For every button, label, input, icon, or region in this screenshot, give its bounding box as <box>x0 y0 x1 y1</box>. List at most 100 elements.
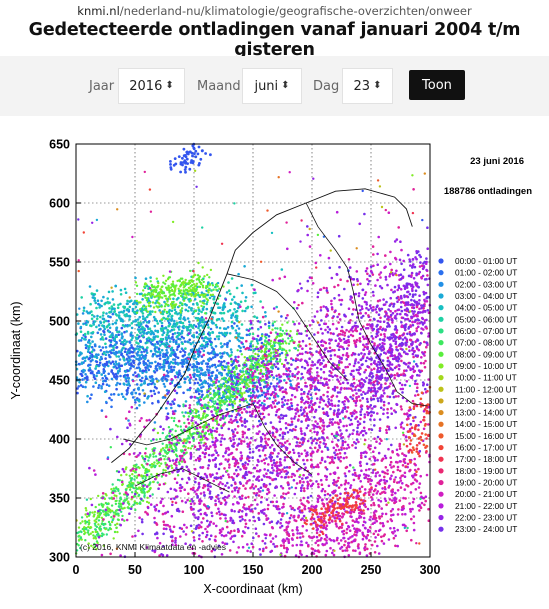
discharge-point <box>265 385 268 388</box>
discharge-point <box>246 463 250 466</box>
discharge-point <box>153 343 157 346</box>
discharge-point <box>166 331 169 334</box>
discharge-point <box>129 507 133 511</box>
day-value: 23 <box>353 78 371 94</box>
discharge-point <box>230 382 233 386</box>
discharge-point <box>198 280 201 284</box>
discharge-point <box>100 516 104 519</box>
discharge-point <box>328 494 332 497</box>
discharge-point <box>279 427 283 431</box>
discharge-point <box>165 407 168 410</box>
discharge-point <box>323 348 327 351</box>
discharge-point <box>102 518 105 521</box>
discharge-point <box>211 330 214 334</box>
discharge-point <box>182 283 185 286</box>
discharge-point <box>253 361 257 364</box>
discharge-point <box>169 293 172 297</box>
discharge-point <box>202 353 205 357</box>
discharge-point <box>129 484 132 488</box>
discharge-point <box>160 348 164 352</box>
discharge-point <box>122 309 126 313</box>
discharge-point <box>155 387 158 390</box>
discharge-point <box>416 382 419 386</box>
discharge-point <box>222 360 226 363</box>
discharge-point <box>205 307 209 311</box>
discharge-point <box>219 352 222 355</box>
discharge-point <box>119 496 122 499</box>
discharge-point <box>124 468 127 471</box>
discharge-point <box>289 379 292 383</box>
discharge-point <box>168 340 172 343</box>
discharge-point <box>104 508 108 512</box>
discharge-point <box>75 313 79 316</box>
discharge-point <box>154 310 157 314</box>
discharge-point <box>179 285 182 288</box>
discharge-point <box>198 319 202 322</box>
discharge-point <box>227 386 230 389</box>
discharge-point <box>94 381 98 384</box>
discharge-point <box>212 348 215 351</box>
discharge-point <box>138 292 142 296</box>
discharge-point <box>242 345 246 349</box>
discharge-point <box>149 389 153 393</box>
discharge-point <box>94 524 97 527</box>
discharge-point <box>93 320 97 323</box>
discharge-point <box>241 510 244 513</box>
discharge-point <box>419 361 423 365</box>
day-select[interactable]: 23 ⬍ <box>342 68 393 104</box>
discharge-point <box>108 307 111 310</box>
discharge-point <box>115 314 119 317</box>
discharge-point <box>133 478 136 481</box>
discharge-point <box>170 289 174 292</box>
show-button[interactable]: Toon <box>409 70 465 100</box>
discharge-point <box>336 386 339 389</box>
discharge-point <box>187 476 190 480</box>
discharge-point <box>80 372 83 376</box>
discharge-point <box>216 406 220 410</box>
discharge-point <box>144 366 147 369</box>
discharge-point <box>109 335 113 339</box>
discharge-point <box>87 369 91 372</box>
discharge-point <box>328 346 332 350</box>
discharge-point <box>129 363 133 366</box>
discharge-point <box>171 503 174 507</box>
discharge-point <box>288 370 292 373</box>
discharge-point <box>236 425 240 428</box>
discharge-point <box>130 477 134 480</box>
discharge-point <box>250 283 254 287</box>
discharge-point <box>363 293 367 296</box>
discharge-point <box>188 432 192 435</box>
year-select[interactable]: 2016 ⬍ <box>118 68 185 104</box>
discharge-point <box>140 350 143 354</box>
discharge-point <box>213 337 217 341</box>
discharge-point <box>246 405 249 409</box>
discharge-point <box>389 382 392 385</box>
discharge-point <box>170 309 174 313</box>
discharge-point <box>381 338 385 342</box>
discharge-point <box>213 391 217 395</box>
discharge-point <box>126 484 129 488</box>
discharge-point <box>166 356 170 359</box>
discharge-point <box>211 293 215 296</box>
discharge-point <box>144 375 148 378</box>
discharge-point <box>256 347 260 351</box>
discharge-point <box>182 451 186 455</box>
discharge-point <box>270 373 274 377</box>
discharge-point <box>239 346 242 350</box>
discharge-point <box>171 325 174 329</box>
discharge-point <box>97 494 100 498</box>
discharge-point <box>179 337 182 341</box>
discharge-point <box>405 380 409 383</box>
discharge-point <box>169 487 173 491</box>
discharge-point <box>215 413 219 416</box>
discharge-point <box>215 335 219 338</box>
discharge-point <box>250 365 253 368</box>
discharge-point <box>203 373 207 377</box>
discharge-point <box>151 293 155 296</box>
discharge-point <box>220 399 223 402</box>
discharge-point <box>198 383 201 387</box>
month-select[interactable]: juni ⬍ <box>242 68 302 104</box>
discharge-point <box>98 512 102 515</box>
discharge-point <box>102 533 105 536</box>
discharge-point <box>384 278 388 281</box>
